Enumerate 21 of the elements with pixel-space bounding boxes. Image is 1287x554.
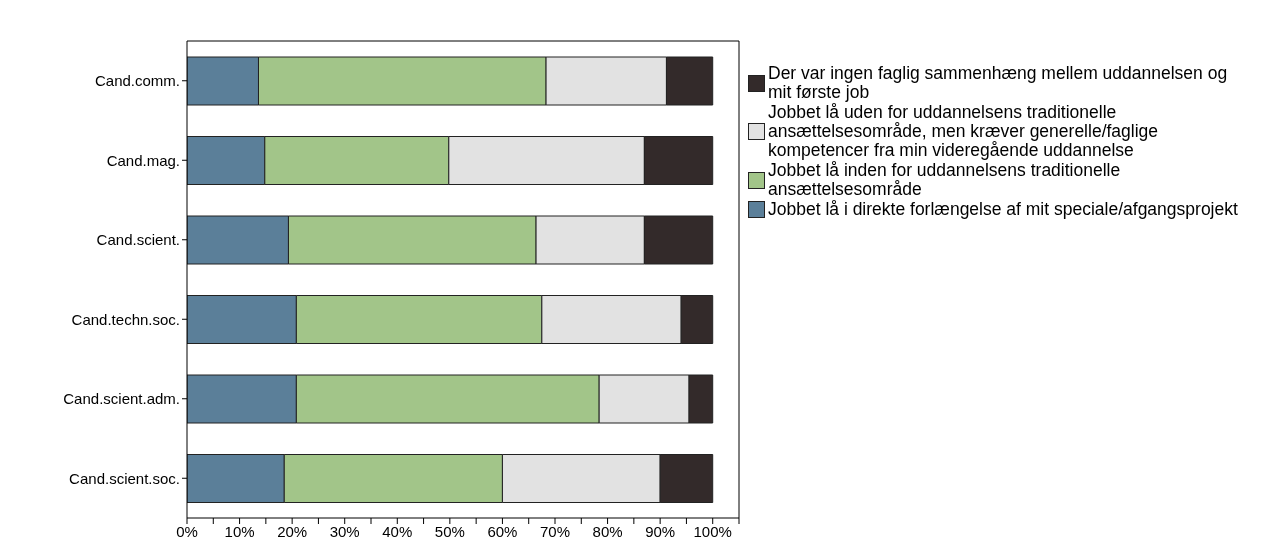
y-tick-label: Cand.scient. — [96, 231, 180, 249]
x-tick-label: 100% — [693, 522, 732, 540]
y-tick-label: Cand.comm. — [94, 72, 180, 90]
x-tick-label: 20% — [277, 522, 308, 540]
legend-label: Jobbet lå inden for uddannelsens traditionelle ansættelsesområde — [768, 160, 1122, 199]
legend-label: Jobbet lå i direkte forlængelse af mit speciale/afgangsprojekt — [768, 199, 1238, 219]
y-tick-label: Cand.mag. — [106, 151, 180, 169]
x-tick-label: 0% — [176, 522, 198, 540]
x-tick-label: 60% — [487, 522, 518, 540]
x-tick-label: 70% — [539, 522, 571, 540]
y-tick-label: Cand.scient.soc. — [69, 469, 180, 487]
legend-label: Der var ingen faglig sammenhæng mellem uddannelsen og mit første job — [768, 63, 1229, 102]
x-tick-label: 30% — [329, 522, 360, 540]
x-tick-label: 80% — [592, 522, 623, 540]
y-tick-label: Cand.scient.adm. — [63, 390, 180, 408]
legend-label: Jobbet lå uden for uddannelsens traditionelle ansættelsesområde, men kræver generelle/faglige kompetencer fra min videregående uddannelse — [768, 102, 1160, 160]
x-tick-label: 10% — [224, 522, 255, 540]
x-tick-label: 40% — [382, 522, 413, 540]
y-tick-label: Cand.techn.soc. — [71, 310, 180, 328]
x-tick-label: 90% — [645, 522, 676, 540]
x-tick-label: 50% — [434, 522, 465, 540]
